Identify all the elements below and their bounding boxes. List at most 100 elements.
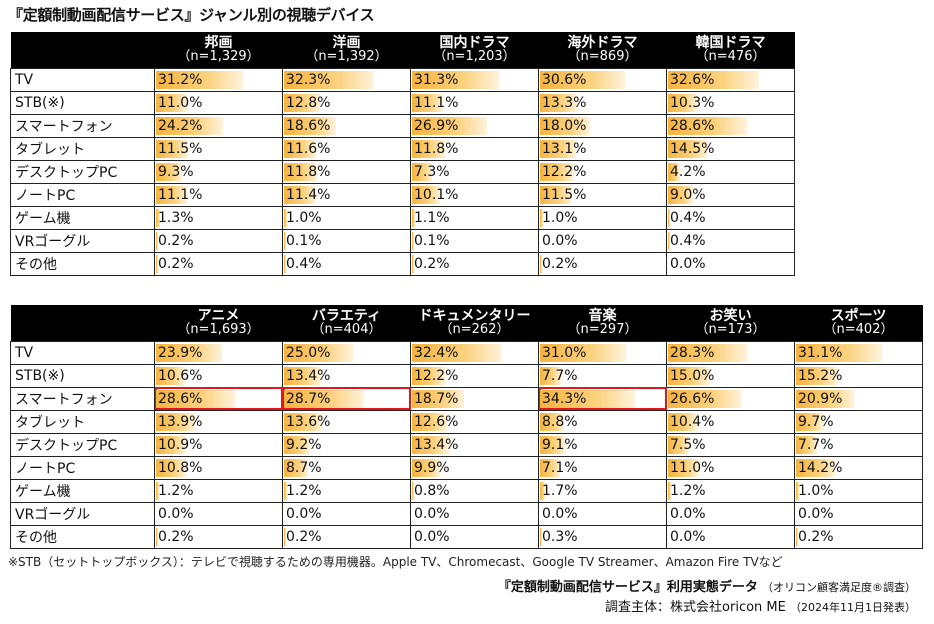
value-label: 23.9% [158,344,203,361]
value-label: 15.0% [670,367,715,384]
value-bar [668,389,742,408]
value-cell: 7.5% [666,432,795,457]
value-bar [540,412,565,431]
header-corner [10,32,155,68]
value-cell: 11.5% [538,182,667,207]
value-label: 31.0% [542,344,587,361]
table-row: TV 23.9% 25.0% 32.4% 31.0% 28.3% 31.1% [10,340,923,365]
value-cell: 0.2% [538,251,667,276]
value-cell: 9.7% [794,409,923,434]
value-label: 10.8% [158,459,203,476]
value-bar [412,366,446,385]
value-bar [284,366,322,385]
value-label: 0.2% [414,255,450,272]
value-label: 13.4% [414,436,459,453]
device-label: ゲーム機 [10,478,155,503]
value-bar [668,185,693,204]
value-cell: 11.5% [154,136,283,161]
device-label: ノートPC [10,182,155,207]
value-bar [284,389,364,408]
table-row: STB(※) 10.6% 13.4% 12.2% 7.7% 15.0% 15.2% [10,363,923,388]
value-bar [540,458,560,477]
value-label: 18.7% [414,390,459,407]
column-header: スポーツ （n=402） [794,305,923,341]
value-label: 10.6% [158,367,203,384]
value-label: 12.2% [414,367,459,384]
sample-size: （n=1,392） [305,48,388,64]
column-header: お笑い （n=173） [666,305,795,341]
value-cell: 15.2% [794,363,923,388]
value-bar [156,139,188,158]
value-label: 28.7% [286,390,331,407]
value-bar [412,481,415,500]
value-cell: 28.6% [666,113,795,138]
column-header: 海外ドラマ （n=869） [538,32,667,68]
value-bar [668,458,699,477]
value-bar [668,208,670,227]
value-label: 0.0% [414,505,450,522]
column-header: 国内ドラマ （n=1,203） [410,32,539,68]
value-cell: 9.1% [538,432,667,457]
value-label: 30.6% [542,71,587,88]
value-label: 0.8% [414,482,450,499]
value-label: 0.3% [542,528,578,545]
value-label: 0.2% [798,528,834,545]
value-label: 32.6% [670,71,715,88]
value-cell: 0.4% [666,205,795,230]
device-label: デスクトップPC [10,159,155,184]
value-bar [156,527,158,546]
sample-size: （n=262） [439,321,510,337]
value-label: 0.2% [158,232,194,249]
page-title: 『定額制動画配信サービス』ジャンル別の視聴デバイス [8,6,375,24]
value-bar [540,70,625,89]
value-bar [668,481,672,500]
value-cell: 31.1% [794,340,923,365]
value-label: 14.2% [798,459,843,476]
table-row: デスクトップPC 9.3% 11.8% 7.3% 12.2% 4.2% [10,159,795,184]
value-bar [540,139,577,158]
value-bar [412,435,450,454]
value-label: 7.7% [798,436,834,453]
genre-name: 国内ドラマ [439,34,510,51]
value-cell: 15.0% [666,363,795,388]
value-cell: 1.0% [282,205,411,230]
footnote: ※STB（セットトップボックス）：テレビで視聴するための専用機器。Apple T… [8,555,783,569]
value-bar [412,162,433,181]
value-bar [540,116,590,135]
table-row: VRゴーグル 0.2% 0.1% 0.1% 0.0% 0.4% [10,228,795,253]
genre-name: 韓国ドラマ [695,34,766,51]
value-cell: 10.3% [666,90,795,115]
value-bar [156,70,243,89]
table-row: スマートフォン 24.2% 18.6% 26.9% 18.0% 28.6% [10,113,795,138]
value-cell: 34.3% [538,386,667,411]
sample-size: （n=402） [823,321,894,337]
genre-name: 音楽 [588,307,617,324]
value-cell: 1.2% [154,478,283,503]
value-label: 31.3% [414,71,459,88]
value-cell: 9.2% [282,432,411,457]
value-bar [540,527,542,546]
genre-name: スポーツ [830,307,887,324]
source-subtitle: （オリコン顧客満足度®調査） [762,581,916,594]
value-bar [540,435,566,454]
value-cell: 10.6% [154,363,283,388]
value-cell: 32.6% [666,67,795,92]
value-bar [156,93,187,112]
value-label: 9.7% [798,413,834,430]
value-label: 10.1% [414,186,459,203]
device-label: その他 [10,524,155,549]
value-bar [156,343,223,362]
value-cell: 26.9% [410,113,539,138]
value-cell: 12.8% [282,90,411,115]
value-cell: 9.3% [154,159,283,184]
value-cell: 12.2% [538,159,667,184]
value-bar [284,139,317,158]
value-label: 0.4% [670,232,706,249]
value-cell: 0.2% [282,524,411,549]
value-cell: 0.0% [410,501,539,526]
value-label: 0.0% [542,505,578,522]
value-cell: 18.0% [538,113,667,138]
value-bar [156,366,186,385]
device-label: ゲーム機 [10,205,155,230]
value-cell: 31.3% [410,67,539,92]
